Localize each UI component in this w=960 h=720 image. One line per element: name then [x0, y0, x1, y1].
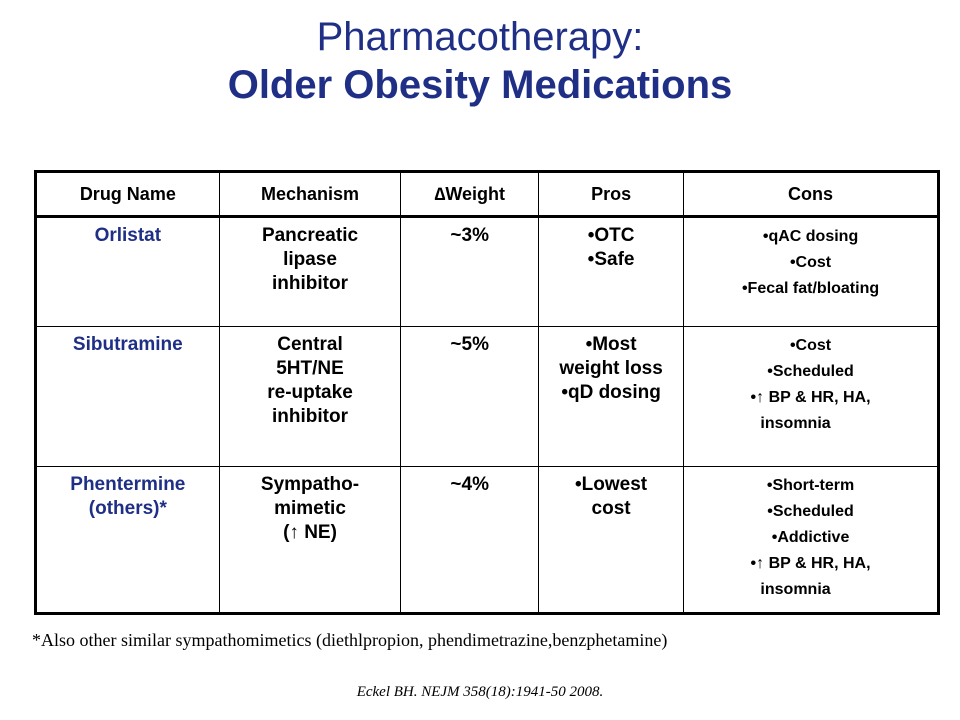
cell-weight: ~3% [400, 216, 540, 327]
cell-text: Phentermine [70, 474, 186, 495]
cell-text: Central [277, 334, 343, 355]
cell-mechanism: Central 5HT/NE re-uptake inhibitor [218, 326, 402, 467]
cell-weight: ~5% [400, 326, 540, 467]
cell-text: mimetic [274, 498, 346, 519]
cell-text: weight loss [559, 358, 663, 379]
cell-text: Sibutramine [72, 334, 183, 355]
cell-drug-name: Orlistat [35, 216, 220, 327]
cell-text: 5HT/NE [276, 358, 344, 379]
footnote: *Also other similar sympathomimetics (di… [32, 630, 668, 650]
cell-cons: •qAC dosing •Cost •Fecal fat/bloating [683, 216, 939, 327]
cell-weight: ~4% [400, 466, 540, 614]
cell-text: ~4% [450, 474, 489, 495]
cell-text: ~3% [450, 225, 489, 246]
cell-text: •qAC dosing [762, 228, 859, 245]
header-mechanism: Mechanism [218, 171, 402, 217]
cell-text: •↑ BP & HR, HA, [750, 555, 871, 572]
cell-text: lipase [283, 249, 337, 270]
slide-title: Pharmacotherapy: Older Obesity Medicatio… [0, 14, 960, 110]
cell-text: (others)* [88, 498, 167, 519]
cell-text: •Cost [789, 337, 832, 354]
header-cons: Cons [683, 171, 939, 217]
medications-table: Drug Name Mechanism ∆Weight Pros Cons Or… [34, 170, 940, 615]
cell-text: •OTC [587, 225, 635, 246]
cell-text: Sympatho- [260, 474, 360, 495]
cell-text: •qD dosing [561, 382, 661, 403]
cell-text: Pancreatic [261, 225, 359, 246]
table-row: Orlistat Pancreatic lipase inhibitor ~3%… [35, 216, 939, 327]
header-drug-name: Drug Name [35, 171, 220, 217]
cell-text: •Scheduled [767, 503, 854, 520]
cell-text: •Scheduled [767, 363, 854, 380]
cell-pros: •OTC •Safe [538, 216, 685, 327]
table-row: Sibutramine Central 5HT/NE re-uptake inh… [35, 326, 939, 467]
cell-mechanism: Sympatho- mimetic (↑ NE) [218, 466, 402, 614]
cell-cons: •Cost •Scheduled •↑ BP & HR, HA, insomni… [683, 326, 939, 467]
table-header-row: Drug Name Mechanism ∆Weight Pros Cons [35, 171, 939, 217]
cell-text: cost [591, 498, 631, 519]
header-weight: ∆Weight [400, 171, 540, 217]
cell-text: inhibitor [272, 406, 348, 427]
cell-mechanism: Pancreatic lipase inhibitor [218, 216, 402, 327]
cell-text: re-uptake [267, 382, 353, 403]
cell-text: inhibitor [272, 273, 348, 294]
cell-text: •Safe [587, 249, 635, 270]
cell-text: insomnia [760, 415, 831, 432]
cell-text: •↑ BP & HR, HA, [750, 389, 871, 406]
cell-pros: •Most weight loss •qD dosing [538, 326, 685, 467]
header-pros: Pros [538, 171, 685, 217]
cell-text: (↑ NE) [283, 522, 337, 543]
cell-pros: •Lowest cost [538, 466, 685, 614]
citation: Eckel BH. NEJM 358(18):1941-50 2008. [356, 684, 604, 700]
table-row: Phentermine (others)* Sympatho- mimetic … [35, 466, 939, 614]
title-line-2: Older Obesity Medications [227, 63, 733, 107]
cell-drug-name: Phentermine (others)* [35, 466, 220, 614]
cell-text: ~5% [450, 334, 489, 355]
cell-text: •Lowest [575, 474, 648, 495]
cell-text: insomnia [760, 581, 831, 598]
cell-text: •Most [585, 334, 637, 355]
title-line-1: Pharmacotherapy: [316, 15, 644, 59]
cell-cons: •Short-term •Scheduled •Addictive •↑ BP … [683, 466, 939, 614]
cell-text: •Cost [789, 254, 832, 271]
cell-text: •Addictive [771, 529, 850, 546]
cell-drug-name: Sibutramine [35, 326, 220, 467]
cell-text: •Short-term [766, 477, 855, 494]
cell-text: Orlistat [94, 225, 162, 246]
cell-text: •Fecal fat/bloating [741, 280, 880, 297]
